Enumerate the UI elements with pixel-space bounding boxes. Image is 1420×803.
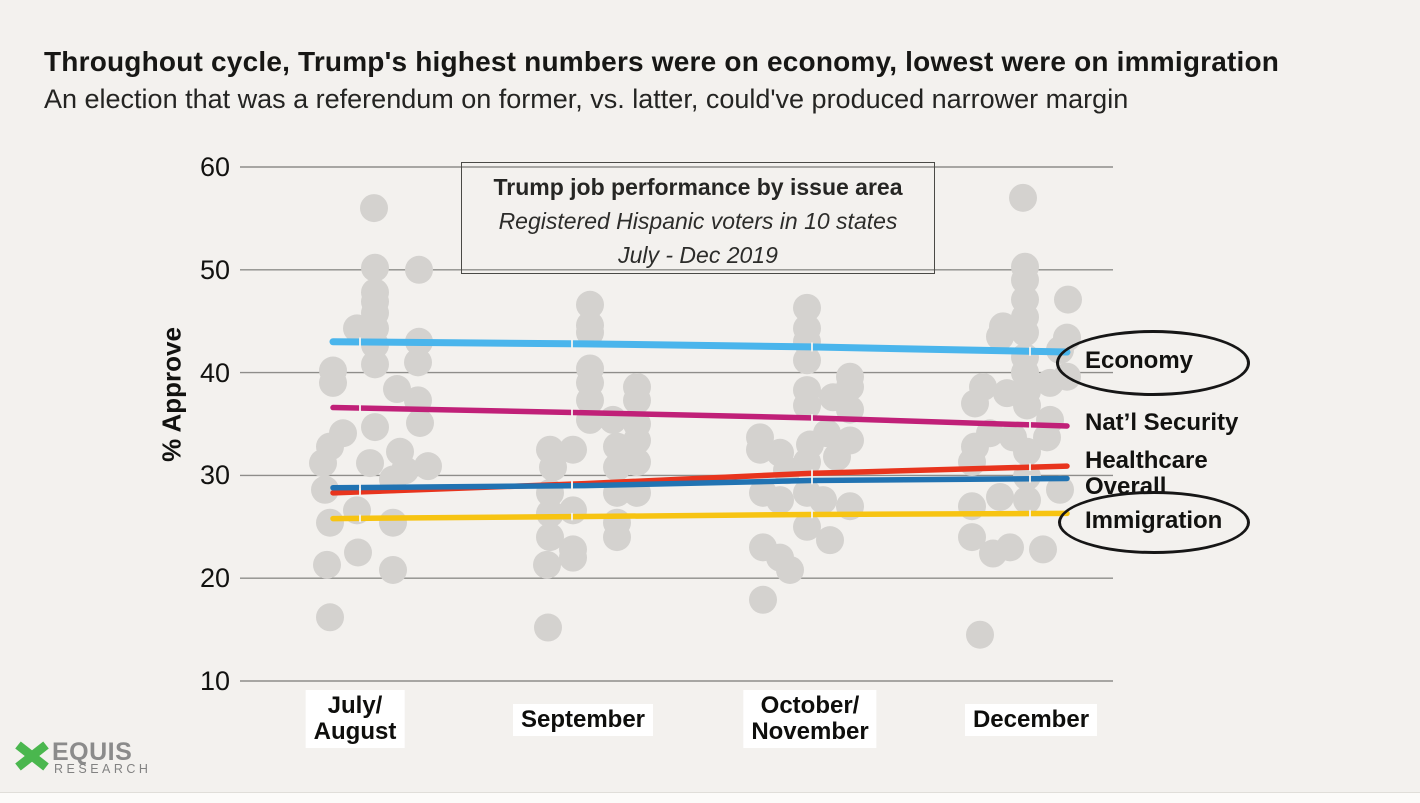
scatter-dot: [623, 426, 651, 455]
scatter-dot: [623, 448, 651, 477]
scatter-dot: [1054, 285, 1082, 314]
scatter-dot: [958, 448, 986, 477]
slide-bottom-edge: [0, 792, 1420, 803]
y-tick-20: 20: [199, 563, 230, 593]
scatter-dot: [996, 533, 1024, 562]
y-axis-title: % Approve: [156, 327, 187, 462]
scatter-dot: [793, 293, 821, 322]
trend-line-immigration: [330, 510, 1070, 522]
scatter-dot: [986, 322, 1014, 351]
scatter-dot: [749, 585, 777, 614]
scatter-dot: [313, 550, 341, 579]
scatter-dot: [309, 449, 337, 478]
trend-line-overall: [330, 475, 1070, 491]
chart-legend-box: Trump job performance by issue area Regi…: [461, 162, 935, 274]
scatter-dot: [559, 496, 587, 525]
scatter-dot: [1046, 475, 1074, 504]
scatter-dot: [1029, 535, 1057, 564]
scatter-dot: [379, 508, 407, 537]
equis-logo-icon: [15, 741, 49, 771]
scatter-dot: [1009, 183, 1037, 212]
scatter-dot: [360, 194, 388, 223]
scatter-dot: [404, 348, 432, 377]
scatter-dot: [1013, 437, 1041, 466]
y-tick-30: 30: [199, 460, 230, 490]
scatter-dot: [776, 555, 804, 584]
scatter-dot: [576, 386, 604, 415]
y-tick-10: 10: [199, 666, 230, 696]
scatter-dot: [361, 253, 389, 282]
scatter-dot: [536, 523, 564, 552]
scatter-dot: [1013, 486, 1041, 515]
scatter-dot: [405, 255, 433, 284]
scatter-dot: [344, 538, 372, 567]
chart-subtitle-daterange: July - Dec 2019: [618, 242, 778, 268]
scatter-dot: [966, 620, 994, 649]
scatter-dot: [1011, 266, 1039, 295]
scatter-dot: [361, 413, 389, 442]
series-label-natl-security: Nat’l Security: [1085, 409, 1239, 436]
series-label-healthcare: Healthcare: [1085, 447, 1208, 474]
x-label-december: December: [964, 704, 1098, 736]
scatter-dot: [793, 391, 821, 420]
scatter-dot: [793, 512, 821, 541]
scatter-dot: [1013, 391, 1041, 420]
scatter-dot: [379, 555, 407, 584]
economy-circle-annotation: [1056, 330, 1250, 396]
scatter-dot: [536, 499, 564, 528]
scatter-dot: [559, 435, 587, 464]
scatter-dot: [383, 375, 411, 404]
immigration-circle-annotation: [1058, 491, 1250, 554]
chart-title: Trump job performance by issue area: [493, 174, 903, 200]
y-tick-60: 60: [199, 152, 230, 182]
scatter-dot: [406, 408, 434, 437]
scatter-dot: [958, 523, 986, 552]
trend-line-nat-l-security: [330, 404, 1070, 429]
scatter-dot: [316, 603, 344, 632]
scatter-dot: [534, 613, 562, 642]
scatter-dot: [809, 486, 837, 515]
scatter-dot: [576, 318, 604, 347]
logo-subname: RESEARCH: [54, 762, 152, 776]
scatter-dot: [559, 543, 587, 572]
y-tick-40: 40: [199, 358, 230, 388]
scatter-dot: [533, 550, 561, 579]
scatter-dot: [816, 526, 844, 555]
trend-line-economy: [329, 338, 1071, 356]
x-label-july-august: July/ August: [305, 690, 405, 748]
x-label-september: September: [512, 704, 654, 736]
scatter-dot: [961, 389, 989, 418]
scatter-dot: [414, 452, 442, 481]
page-title: Throughout cycle, Trump's highest number…: [44, 46, 1280, 77]
y-tick-50: 50: [199, 255, 230, 285]
scatter-dot: [391, 456, 419, 485]
scatter-dot: [1033, 423, 1061, 452]
scatter-dot: [356, 449, 384, 478]
scatter-dot: [823, 442, 851, 471]
scatter-dot: [316, 508, 344, 537]
chart-subtitle-population: Registered Hispanic voters in 10 states: [498, 208, 898, 234]
scatter-dot: [539, 453, 567, 482]
logo-name: EQUIS: [52, 738, 133, 766]
page-subtitle: An election that was a referendum on for…: [44, 84, 1129, 114]
scatter-dot: [623, 386, 651, 415]
scatter-dot: [576, 290, 604, 319]
scatter-dot: [793, 346, 821, 375]
scatter-dot: [1011, 318, 1039, 347]
scatter-dot: [361, 350, 389, 379]
x-label-october-november: October/ November: [743, 690, 877, 748]
scatter-dot: [311, 475, 339, 504]
scatter-dot: [766, 486, 794, 515]
scatter-dot: [319, 368, 347, 397]
scatter-dot: [986, 482, 1014, 511]
scatter-dot: [603, 523, 631, 552]
